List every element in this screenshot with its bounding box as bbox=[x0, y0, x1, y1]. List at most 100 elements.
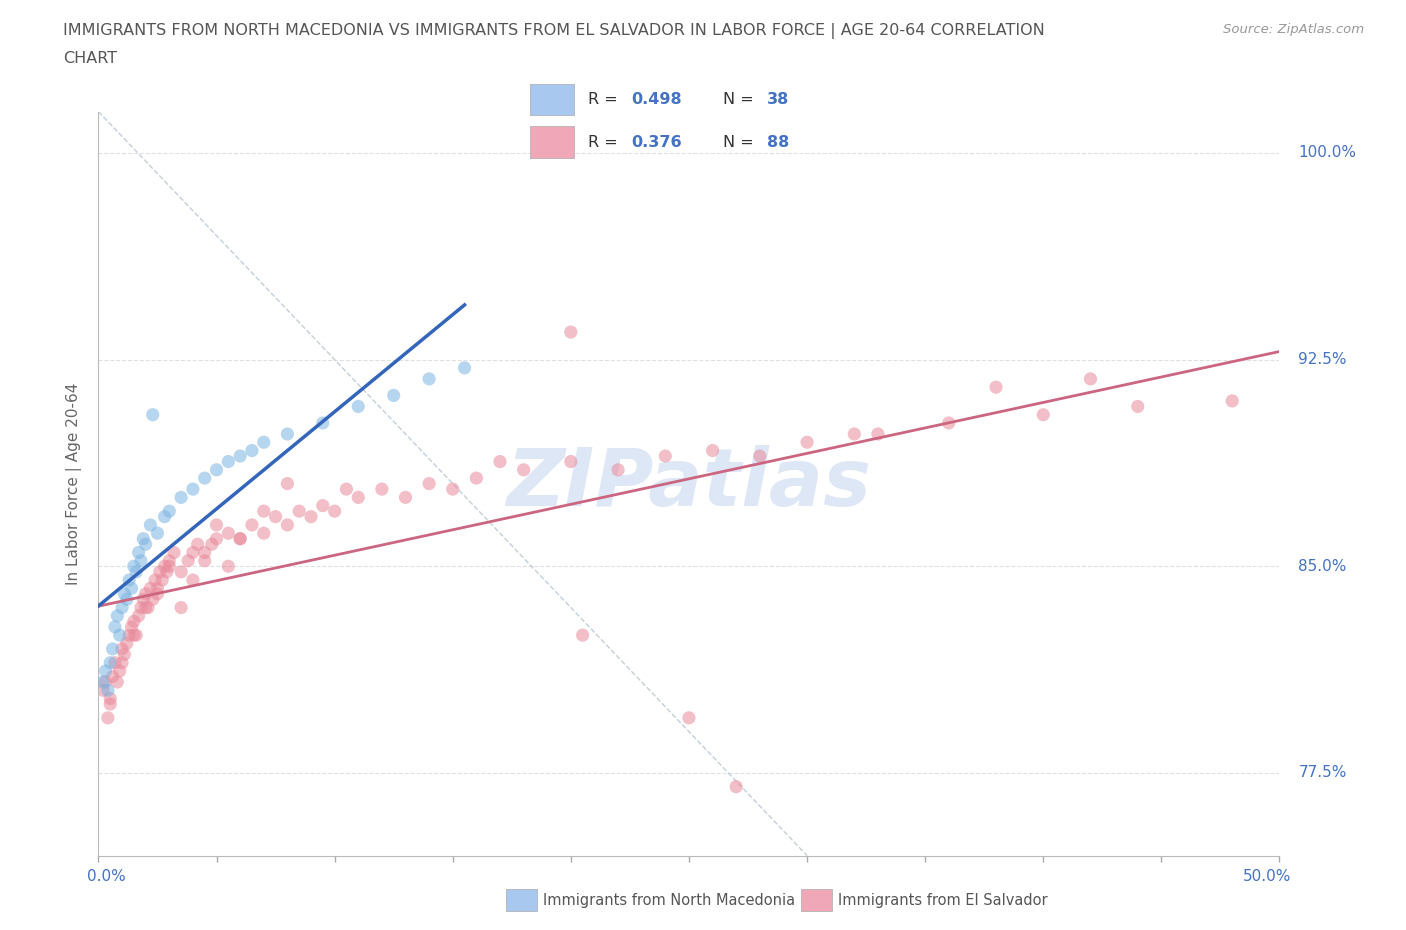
Point bbox=[105, 674, 128, 689]
Point bbox=[121, 619, 143, 634]
Point bbox=[135, 587, 157, 602]
Point bbox=[205, 462, 228, 477]
Point bbox=[108, 663, 131, 678]
Text: Immigrants from North Macedonia: Immigrants from North Macedonia bbox=[543, 893, 794, 908]
Point bbox=[607, 462, 630, 477]
Text: 88: 88 bbox=[766, 135, 789, 150]
Point bbox=[323, 504, 346, 519]
Point bbox=[118, 573, 141, 588]
Point bbox=[149, 565, 172, 579]
Point bbox=[98, 656, 121, 671]
Point bbox=[938, 416, 960, 431]
Point bbox=[111, 642, 134, 657]
Point bbox=[94, 663, 117, 678]
Point bbox=[146, 581, 169, 596]
Point bbox=[441, 482, 464, 497]
Point bbox=[128, 545, 150, 560]
Point bbox=[112, 647, 135, 662]
Point bbox=[465, 471, 488, 485]
Point bbox=[217, 454, 239, 469]
Point bbox=[91, 683, 114, 698]
Point bbox=[312, 498, 335, 513]
Point bbox=[98, 697, 121, 711]
Point bbox=[122, 628, 145, 643]
Text: IMMIGRANTS FROM NORTH MACEDONIA VS IMMIGRANTS FROM EL SALVADOR IN LABOR FORCE | : IMMIGRANTS FROM NORTH MACEDONIA VS IMMIG… bbox=[63, 23, 1045, 39]
Point bbox=[571, 628, 593, 643]
Point bbox=[1032, 407, 1054, 422]
Point bbox=[866, 427, 889, 442]
Point bbox=[276, 476, 298, 491]
Point bbox=[264, 510, 287, 525]
Text: ZIPatlas: ZIPatlas bbox=[506, 445, 872, 523]
Point bbox=[418, 476, 440, 491]
Point bbox=[170, 565, 193, 579]
Point bbox=[132, 591, 155, 606]
Point bbox=[156, 565, 179, 579]
Point bbox=[512, 462, 534, 477]
Text: Source: ZipAtlas.com: Source: ZipAtlas.com bbox=[1223, 23, 1364, 36]
Point bbox=[91, 674, 114, 689]
Point bbox=[97, 711, 120, 725]
Point bbox=[253, 504, 276, 519]
Point bbox=[229, 448, 252, 463]
Point bbox=[142, 407, 165, 422]
Point bbox=[129, 553, 152, 568]
Point bbox=[115, 591, 138, 606]
Text: R =: R = bbox=[588, 135, 623, 150]
Point bbox=[347, 399, 370, 414]
Point bbox=[335, 482, 357, 497]
Text: N =: N = bbox=[723, 135, 759, 150]
FancyBboxPatch shape bbox=[530, 126, 574, 158]
Point bbox=[122, 559, 145, 574]
Text: Immigrants from El Salvador: Immigrants from El Salvador bbox=[838, 893, 1047, 908]
Point bbox=[240, 517, 263, 532]
Text: CHART: CHART bbox=[63, 51, 117, 66]
Point bbox=[194, 545, 217, 560]
Point bbox=[170, 490, 193, 505]
Point bbox=[157, 504, 180, 519]
Point bbox=[108, 628, 131, 643]
Point bbox=[153, 510, 176, 525]
Point bbox=[157, 559, 180, 574]
Point bbox=[205, 531, 228, 546]
Point bbox=[453, 361, 475, 376]
Point bbox=[146, 525, 169, 540]
Point bbox=[796, 435, 818, 450]
Point bbox=[371, 482, 394, 497]
Text: 92.5%: 92.5% bbox=[1298, 352, 1347, 367]
Point bbox=[276, 427, 298, 442]
Point bbox=[229, 531, 252, 546]
Point bbox=[170, 600, 193, 615]
Point bbox=[139, 517, 162, 532]
Text: 100.0%: 100.0% bbox=[1298, 145, 1357, 161]
Point bbox=[142, 591, 165, 606]
Y-axis label: In Labor Force | Age 20-64: In Labor Force | Age 20-64 bbox=[66, 382, 83, 585]
Point bbox=[143, 573, 166, 588]
Point bbox=[418, 371, 440, 386]
Point bbox=[135, 600, 157, 615]
Point bbox=[125, 628, 148, 643]
Text: 0.498: 0.498 bbox=[631, 92, 682, 107]
Point bbox=[136, 600, 159, 615]
Text: R =: R = bbox=[588, 92, 623, 107]
Text: 77.5%: 77.5% bbox=[1298, 765, 1347, 780]
Point bbox=[128, 608, 150, 623]
Point bbox=[984, 379, 1007, 394]
Point bbox=[135, 537, 157, 551]
Point bbox=[112, 587, 135, 602]
Point bbox=[299, 510, 322, 525]
Point bbox=[201, 537, 224, 551]
Point bbox=[150, 573, 173, 588]
Point bbox=[844, 427, 866, 442]
Point bbox=[347, 490, 370, 505]
Point bbox=[1126, 399, 1149, 414]
Point bbox=[105, 608, 128, 623]
Point bbox=[181, 482, 204, 497]
Point bbox=[125, 565, 148, 579]
Point bbox=[205, 517, 228, 532]
Text: 85.0%: 85.0% bbox=[1298, 559, 1347, 574]
Point bbox=[678, 711, 700, 725]
Point bbox=[240, 443, 263, 458]
Point bbox=[94, 674, 117, 689]
Point bbox=[560, 325, 582, 339]
